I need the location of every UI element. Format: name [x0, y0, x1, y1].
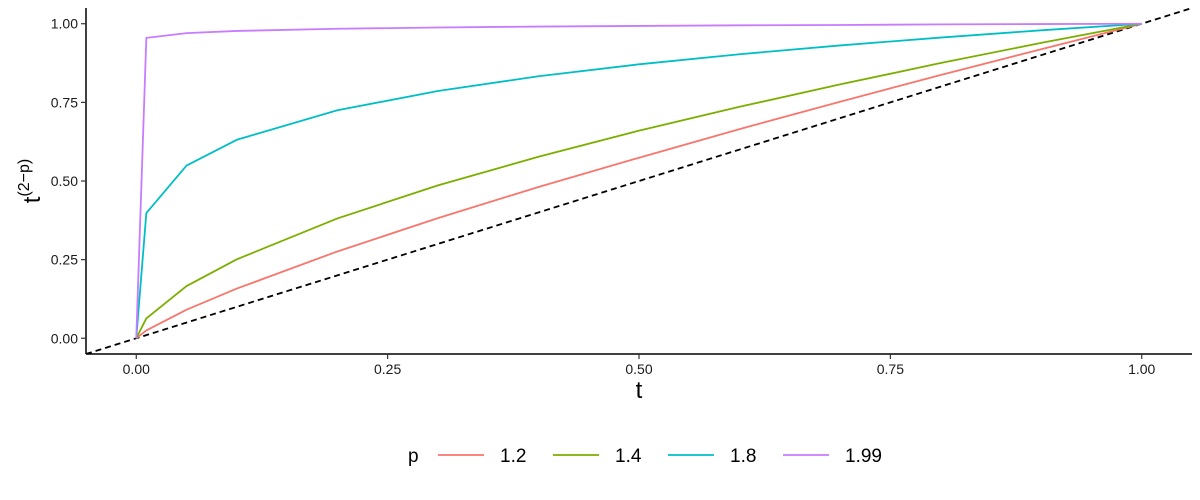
- y-axis-title: t(2−p): [16, 159, 46, 203]
- reference-line-identity: [86, 8, 1192, 354]
- legend: p 1.2 1.4 1.8 1.99: [408, 446, 882, 467]
- legend-label-p-1-8: 1.8: [730, 446, 756, 467]
- series-line-p-1-99: [135, 22, 1142, 339]
- x-tick-label: 1.00: [1128, 361, 1155, 377]
- plot-area: [86, 8, 1192, 354]
- series-line-p-1-8: [135, 22, 1142, 339]
- x-tick-label: 0.25: [374, 361, 401, 377]
- y-tick-label: 0.25: [51, 252, 78, 268]
- y-tick-label: 0.75: [51, 94, 78, 110]
- y-tick-label: 0.50: [51, 173, 78, 189]
- legend-label-p-1-2: 1.2: [500, 446, 526, 467]
- x-tick-label: 0.75: [877, 361, 904, 377]
- y-tick-label: 0.00: [51, 330, 78, 346]
- x-tick-label: 0.50: [625, 361, 652, 377]
- legend-label-p-1-4: 1.4: [615, 446, 642, 467]
- y-axis-title-superscript: (2−p): [16, 159, 33, 197]
- legend-title: p: [408, 446, 419, 467]
- y-axis-title-base: t: [19, 196, 46, 203]
- series-line-p-1-4: [135, 22, 1142, 339]
- series-line-p-1-2: [135, 22, 1142, 339]
- y-tick-label: 1.00: [51, 16, 78, 32]
- x-axis-title: t: [636, 377, 643, 404]
- axes: 0.00 0.25 0.50 0.75 1.00 0.00 0.25 0.50 0.75 1.00: [51, 8, 1192, 377]
- x-tick-label: 0.00: [123, 361, 150, 377]
- legend-label-p-1-99: 1.99: [845, 446, 882, 467]
